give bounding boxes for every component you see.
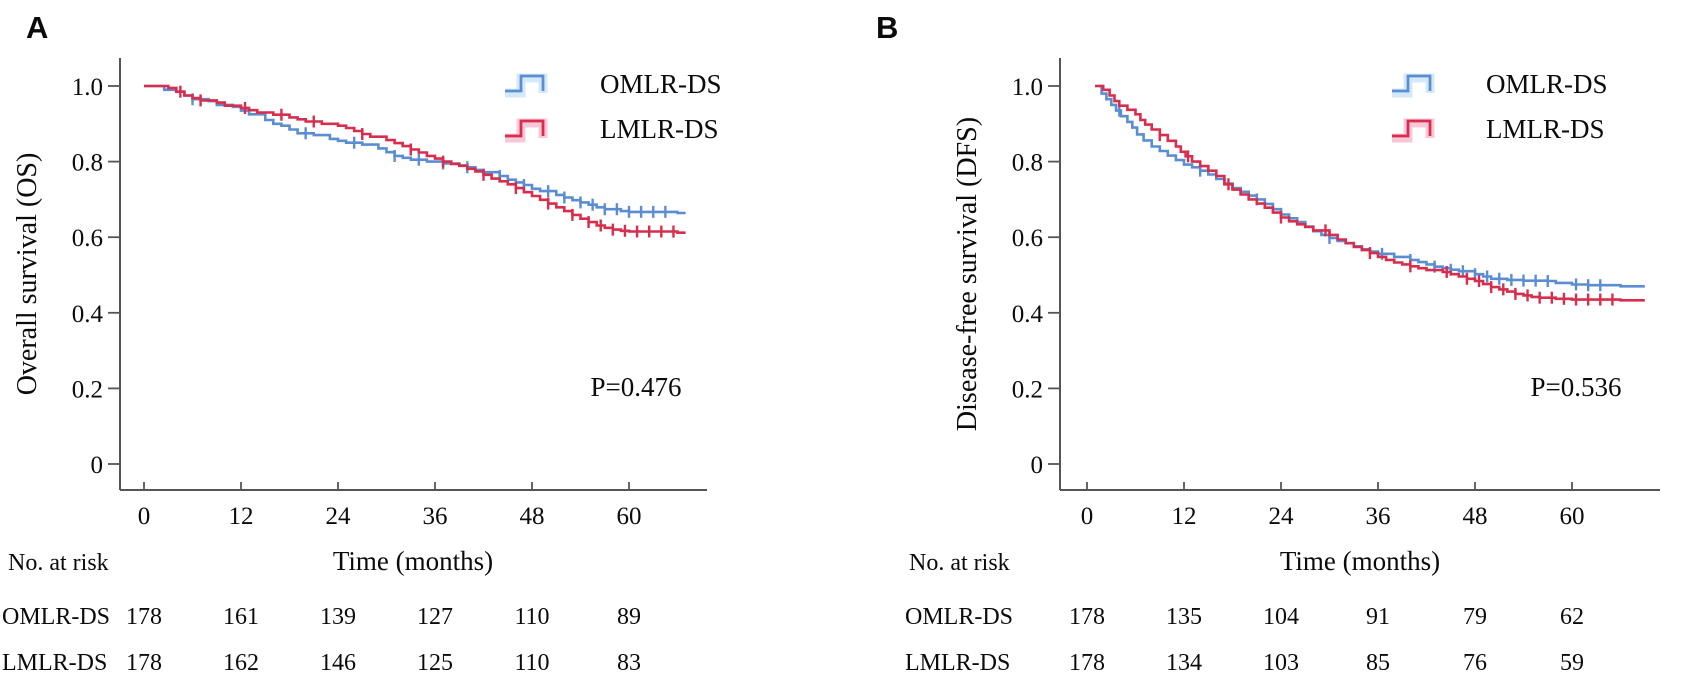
y-tick-label: 0 <box>1031 452 1044 479</box>
x-tick-label: 24 <box>1269 503 1295 530</box>
risk-count: 161 <box>223 604 259 630</box>
legend-step-icon-lmlr-ds <box>505 119 545 138</box>
risk-count: 83 <box>617 650 641 676</box>
y-axis-title: Disease-free survival (DFS) <box>952 117 983 431</box>
legend-label-omlr: OMLR-DS <box>600 69 722 99</box>
plot-dynamic-layer: 1.0 0.8 0.6 0.4 0.2 0 0 12 24 36 48 60 OMLR-DS 178 135… <box>905 58 1660 676</box>
risk-count: 178 <box>126 604 162 630</box>
x-axis-title: Time (months) <box>333 546 493 576</box>
risk-table-header: No. at risk <box>909 550 1010 576</box>
risk-table-header: No. at risk <box>8 550 109 576</box>
legend-step-icon-omlr-ds <box>1392 74 1432 93</box>
x-tick-label: 12 <box>229 503 254 530</box>
y-tick-label: 0.6 <box>1012 225 1043 252</box>
risk-count: 89 <box>617 604 641 630</box>
x-tick-label: 48 <box>520 503 545 530</box>
p-value: P=0.536 <box>1531 372 1622 402</box>
risk-count: 178 <box>126 650 162 676</box>
plot-dynamic-layer: 1.0 0.8 0.6 0.4 0.2 0 0 12 24 36 48 60 OMLR-DS 178 161… <box>2 58 707 676</box>
risk-row-label: OMLR-DS <box>2 604 110 630</box>
y-tick-label: 1.0 <box>72 74 103 101</box>
risk-count: 91 <box>1366 604 1390 630</box>
legend-label-omlr: OMLR-DS <box>1486 69 1608 99</box>
y-tick-label: 0.8 <box>1012 150 1043 177</box>
risk-count: 85 <box>1366 650 1390 676</box>
risk-count: 104 <box>1263 604 1299 630</box>
x-tick-label: 24 <box>326 503 352 530</box>
risk-count: 134 <box>1166 650 1202 676</box>
risk-row-label: OMLR-DS <box>905 604 1013 630</box>
km-chart-dfs: B Disease-free survival (DFS) P=0.536 Ti… <box>876 10 1660 676</box>
panel-letter: B <box>876 10 898 45</box>
risk-count: 125 <box>417 650 453 676</box>
risk-count: 139 <box>320 604 356 630</box>
x-tick-label: 0 <box>138 503 151 530</box>
x-tick-label: 36 <box>423 503 448 530</box>
risk-count: 135 <box>1166 604 1202 630</box>
risk-count: 62 <box>1560 604 1584 630</box>
km-chart-os: A Overall survival (OS) P=0.476 Time (mo… <box>2 10 722 676</box>
survival-curve-omlr-ds <box>1095 84 1645 288</box>
x-axis-title: Time (months) <box>1280 546 1440 576</box>
y-tick-label: 1.0 <box>1012 74 1043 101</box>
y-tick-label: 0.8 <box>72 150 103 177</box>
panel-letter: A <box>26 10 48 45</box>
legend-label-lmlr: LMLR-DS <box>1486 114 1605 144</box>
risk-count: 110 <box>514 604 549 630</box>
y-tick-label: 0 <box>91 452 104 479</box>
panel-overall-survival: A Overall survival (OS) P=0.476 Time (mo… <box>0 0 852 677</box>
y-tick-label: 0.2 <box>1012 376 1043 403</box>
x-tick-label: 0 <box>1081 503 1094 530</box>
x-tick-label: 60 <box>617 503 642 530</box>
risk-row-label: LMLR-DS <box>2 650 107 676</box>
risk-row-label: LMLR-DS <box>905 650 1010 676</box>
y-tick-label: 0.6 <box>72 225 103 252</box>
risk-count: 79 <box>1463 604 1487 630</box>
y-axis-title: Overall survival (OS) <box>12 153 43 396</box>
panel-disease-free-survival: B Disease-free survival (DFS) P=0.536 Ti… <box>852 0 1704 677</box>
risk-count: 110 <box>514 650 549 676</box>
p-value: P=0.476 <box>591 372 682 402</box>
risk-count: 178 <box>1069 650 1105 676</box>
risk-count: 76 <box>1463 650 1487 676</box>
y-tick-label: 0.2 <box>72 376 103 403</box>
risk-count: 127 <box>417 604 453 630</box>
legend-label-lmlr: LMLR-DS <box>600 114 719 144</box>
risk-count: 59 <box>1560 650 1584 676</box>
x-tick-label: 60 <box>1560 503 1585 530</box>
x-tick-label: 48 <box>1463 503 1488 530</box>
legend-step-icon-omlr-ds <box>505 74 545 93</box>
y-tick-label: 0.4 <box>72 301 104 328</box>
risk-count: 146 <box>320 650 356 676</box>
risk-count: 178 <box>1069 604 1105 630</box>
y-tick-label: 0.4 <box>1012 301 1044 328</box>
risk-count: 103 <box>1263 650 1299 676</box>
x-tick-label: 36 <box>1366 503 1391 530</box>
risk-count: 162 <box>223 650 259 676</box>
legend-step-icon-lmlr-ds <box>1392 119 1432 138</box>
x-tick-label: 12 <box>1172 503 1197 530</box>
